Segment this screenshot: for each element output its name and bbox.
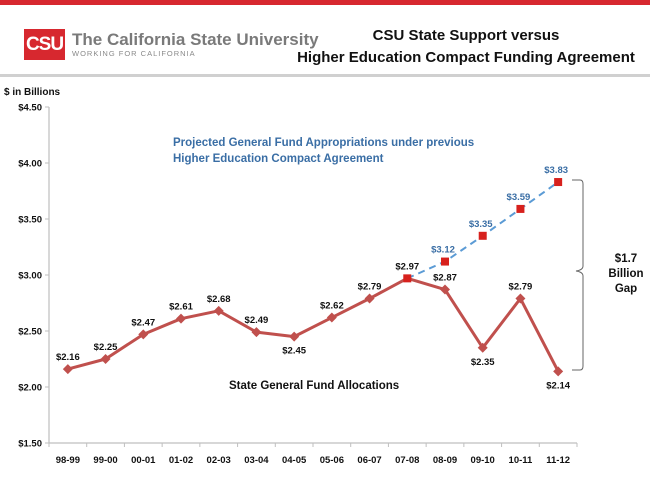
y-tick-label: $2.00 [18,383,42,394]
actual-point-marker [440,284,450,295]
actual-point-marker [364,293,375,304]
actual-point-marker [100,354,111,364]
x-tick-label: 98-99 [56,455,80,466]
actual-point-marker [477,342,488,353]
x-tick-label: 06-07 [357,455,381,466]
projected-point-marker [516,204,525,213]
actual-data-label: $2.79 [509,282,533,293]
gap-brace [572,179,584,371]
y-tick-label: $4.50 [18,103,42,114]
actual-data-label: $2.97 [395,261,419,272]
actual-series-caption: State General Fund Allocations [229,380,399,392]
projected-annotation-line-1: Projected General Fund Appropriations un… [173,137,474,149]
x-tick-label: 10-11 [509,455,533,466]
actual-data-label: $2.61 [169,302,193,313]
y-axis-title: $ in Billions [4,87,61,98]
actual-point-marker [289,331,300,342]
top-accent-bar [0,0,650,5]
y-tick-label: $3.50 [18,215,42,226]
x-tick-label: 02-03 [207,455,231,466]
projected-annotation-line-2: Higher Education Compact Agreement [173,153,384,165]
actual-point-marker [553,366,564,377]
projected-point-marker [554,178,563,187]
actual-data-label: $2.47 [131,317,155,328]
projected-data-label: $3.83 [544,165,568,176]
actual-data-label: $2.68 [207,294,231,305]
actual-data-label: $2.16 [56,352,80,363]
actual-data-label: $2.62 [320,301,344,312]
projected-data-label: $3.12 [431,245,455,256]
x-tick-label: 08-09 [433,455,457,466]
gap-label-line-3: Gap [615,283,637,295]
projected-data-label: $3.35 [469,219,493,230]
actual-point-marker [326,312,337,323]
x-tick-label: 99-00 [93,455,117,466]
actual-point-marker [251,327,262,338]
actual-data-label: $2.25 [94,342,118,353]
x-tick-label: 09-10 [471,455,495,466]
x-tick-label: 11-12 [546,455,570,466]
actual-data-label: $2.49 [245,315,269,326]
x-tick-label: 00-01 [131,455,156,466]
csu-logo: CSU The California State University WORK… [24,29,319,60]
header-divider [0,74,650,77]
logo-mark: CSU [24,29,65,60]
logo-tagline: WORKING FOR CALIFORNIA [72,49,196,58]
actual-data-label: $2.87 [433,273,457,284]
projected-point-marker [441,257,449,266]
actual-data-label: $2.35 [471,357,495,368]
actual-series-line [67,276,560,373]
logo-name: The California State University [72,30,319,49]
title-line-2: Higher Education Compact Funding Agreeme… [297,49,635,66]
actual-data-label: $2.14 [546,380,570,391]
x-tick-label: 07-08 [395,455,419,466]
actual-data-label: $2.45 [282,346,306,357]
page-title: CSU State Support versus Higher Educatio… [290,25,642,69]
y-tick-label: $3.00 [18,271,42,282]
projected-data-label: $3.59 [507,192,531,203]
y-tick-label: $1.50 [18,439,42,450]
actual-point-marker [515,293,526,304]
y-tick-label: $2.50 [18,327,42,338]
actual-point-marker [138,329,149,340]
actual-point-marker [213,305,224,316]
x-tick-label: 01-02 [169,455,193,466]
x-tick-label: 03-04 [244,455,269,466]
y-tick-label: $4.00 [18,159,42,170]
projected-series-line [406,181,559,280]
gap-label-line-1: $1.7 [615,253,637,265]
title-line-1: CSU State Support versus [372,27,560,44]
x-tick-label: 04-05 [282,455,307,466]
actual-point-marker [176,313,186,324]
actual-point-marker [403,274,412,283]
x-tick-label: 05-06 [320,455,344,466]
gap-label-line-2: Billion [608,268,643,280]
projected-point-marker [478,231,487,240]
actual-point-marker [62,364,73,375]
actual-data-label: $2.79 [358,282,382,293]
